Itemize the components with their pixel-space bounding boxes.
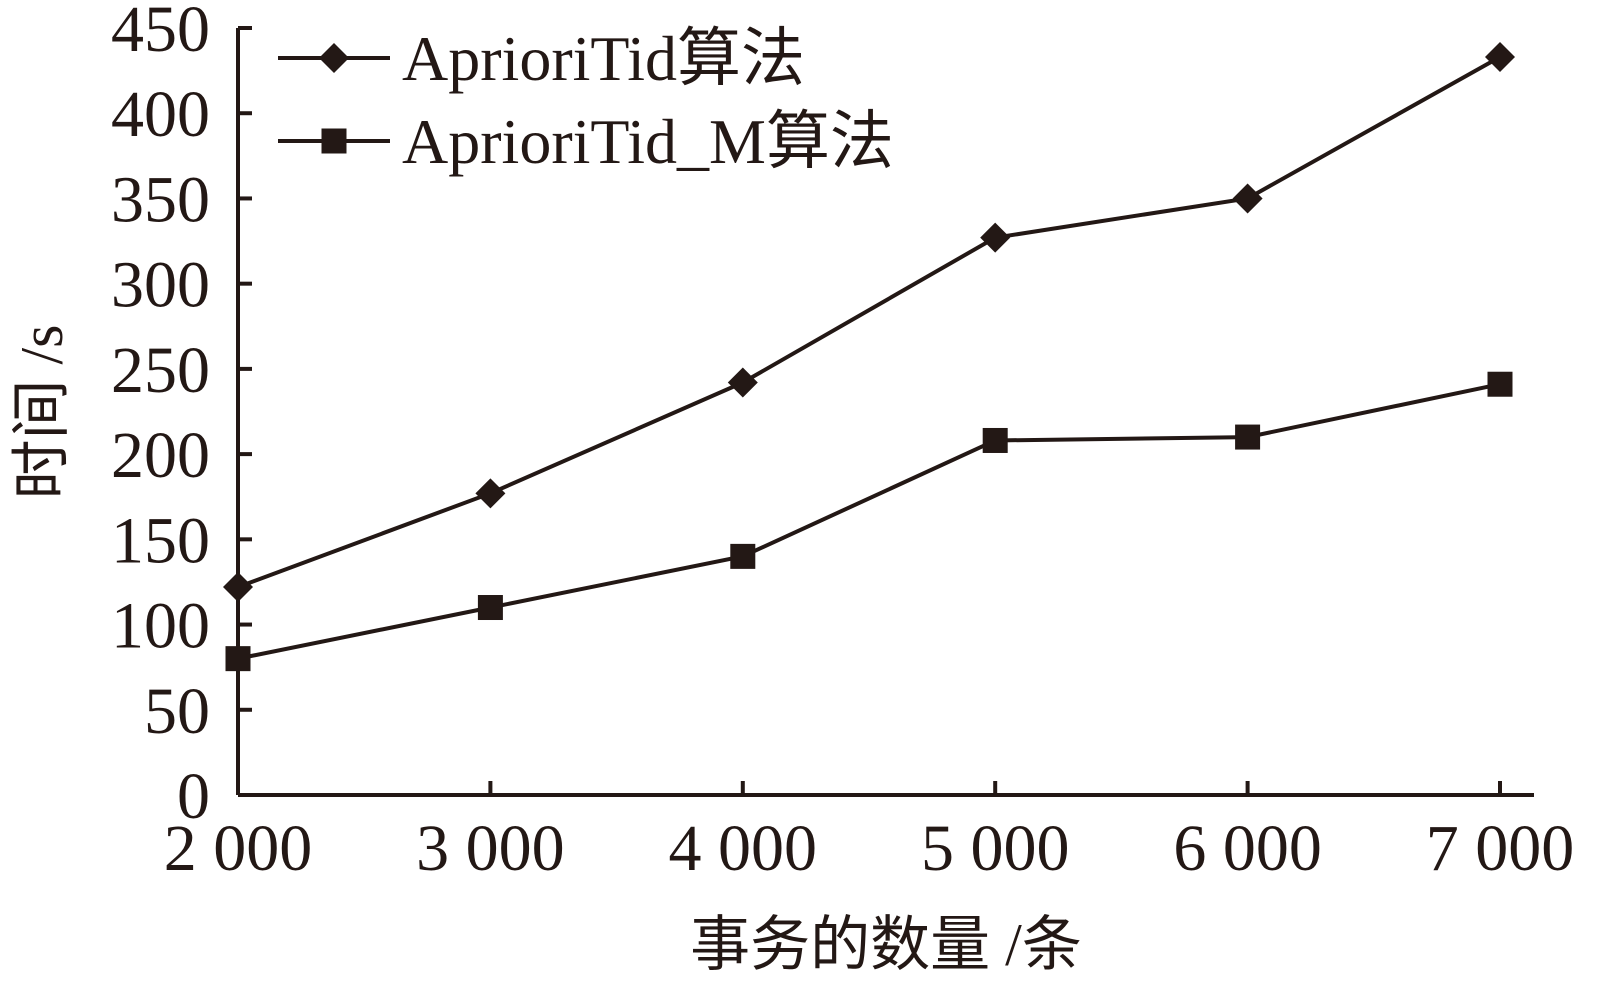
- legend-marker-square: [321, 128, 347, 154]
- y-tick-label: 0: [177, 760, 210, 833]
- y-tick-label: 50: [144, 675, 210, 748]
- y-tick-label: 350: [111, 163, 210, 236]
- data-point-square: [982, 427, 1008, 453]
- series-line: [237, 382, 1501, 661]
- legend-marker-diamond: [319, 43, 349, 73]
- y-tick-label: 200: [111, 419, 210, 492]
- x-ticks: 2 000 3 000 4 000 5 000 6 000 7 000: [164, 781, 1575, 885]
- data-point-square: [730, 543, 756, 569]
- data-point-square: [1235, 424, 1261, 450]
- y-tick-label: 250: [111, 334, 210, 407]
- legend: AprioriTid算法 AprioriTid_M算法: [278, 23, 894, 177]
- x-tick-label: 2 000: [164, 812, 313, 885]
- y-tick-label: 450: [111, 0, 210, 66]
- data-point-diamond: [727, 367, 758, 398]
- y-tick-label: 300: [111, 249, 210, 322]
- series-line: [237, 55, 1501, 589]
- data-point-square: [1487, 371, 1513, 397]
- x-tick-label: 5 000: [921, 812, 1070, 885]
- y-tick-label: 150: [111, 504, 210, 577]
- data-point-square: [225, 646, 251, 672]
- x-tick-label: 6 000: [1173, 812, 1322, 885]
- data-point-diamond: [1232, 183, 1263, 214]
- x-tick-label: 3 000: [416, 812, 565, 885]
- legend-label: AprioriTid算法: [402, 23, 805, 94]
- series-layer: [223, 41, 1515, 672]
- y-tick-label: 400: [111, 78, 210, 151]
- y-tick-label: 100: [111, 590, 210, 663]
- x-tick-label: 4 000: [669, 812, 818, 885]
- x-tick-label: 7 000: [1426, 812, 1575, 885]
- x-axis-title: 事务的数量 /条: [690, 912, 1082, 978]
- data-point-diamond: [475, 478, 506, 509]
- data-point-diamond: [223, 572, 253, 603]
- legend-label: AprioriTid_M算法: [402, 106, 894, 177]
- y-axis-title: 时间 /s: [9, 324, 75, 499]
- data-point-square: [477, 595, 503, 621]
- data-point-diamond: [1485, 41, 1515, 72]
- y-ticks: 0 50 100 150 200 250 300 350 400 450: [111, 0, 252, 833]
- data-point-diamond: [980, 222, 1011, 253]
